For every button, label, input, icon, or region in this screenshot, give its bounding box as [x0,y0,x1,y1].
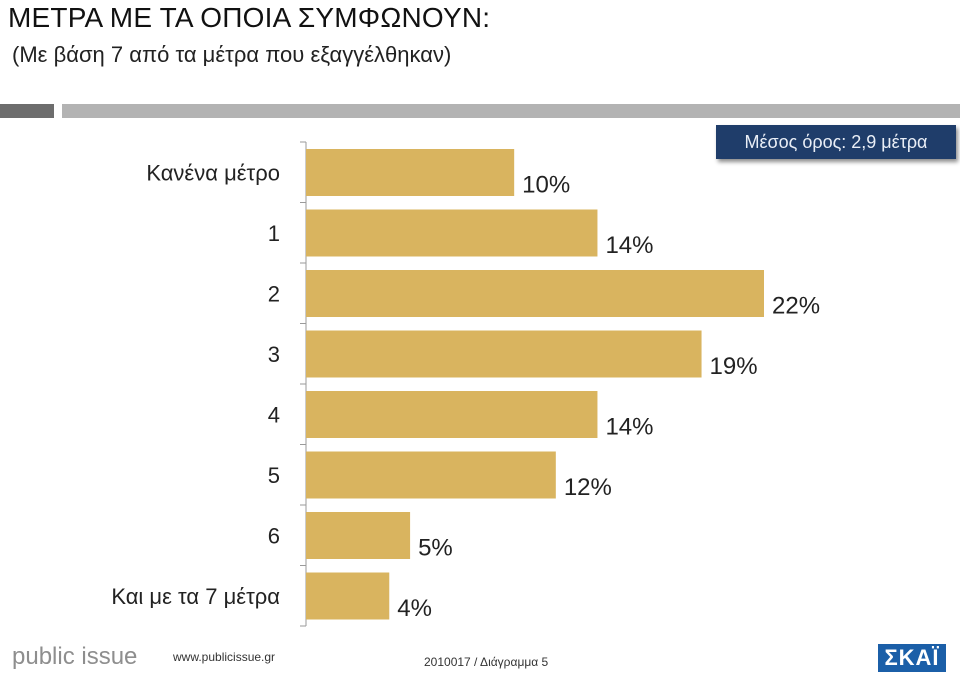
bar [306,270,764,317]
header-rule-light [62,104,960,118]
header-rule-dark [0,104,54,118]
public-issue-logo: public issue [12,643,137,670]
bar [306,391,598,438]
bar [306,512,411,559]
data-label: 19% [710,353,758,380]
category-label: Κανένα μέτρο [146,161,280,186]
bar [306,572,390,620]
data-label: 5% [418,535,453,562]
category-label: 2 [268,282,280,307]
data-label: 14% [605,232,653,259]
category-label: 3 [268,342,280,367]
skai-logo: ΣΚΑΪ [878,644,946,672]
category-label: 5 [268,463,280,488]
average-badge: Μέσος όρος: 2,9 μέτρα [716,125,956,159]
data-label: 22% [772,293,820,320]
data-label: 10% [522,172,570,199]
public-issue-logo-text: public issue [12,643,137,670]
bar [306,149,515,196]
bar-chart: Κανένα μέτρο 10% 1 14% 2 22% 3 19% 4 14% 5 12% 6 5% Κα… [111,141,820,627]
category-label: 6 [268,524,280,549]
chart-title: ΜΕΤΡΑ ΜΕ ΤΑ ΟΠΟΙΑ ΣΥΜΦΩΝΟΥΝ: [8,2,491,33]
footer-url[interactable]: www.publicissue.gr [173,650,276,664]
category-label: Και με τα 7 μέτρα [111,584,280,609]
data-label: 4% [397,595,432,622]
chart-subtitle: (Με βάση 7 από τα μέτρα που εξαγγέλθηκαν… [12,42,452,67]
bar [306,330,702,378]
data-label: 12% [564,474,612,501]
bar [306,209,598,257]
data-label: 14% [605,414,653,441]
bar [306,451,556,499]
category-label: 4 [268,403,280,428]
category-label: 1 [268,221,280,246]
footer-code: 2010017 / Διάγραμμα 5 [424,655,549,669]
